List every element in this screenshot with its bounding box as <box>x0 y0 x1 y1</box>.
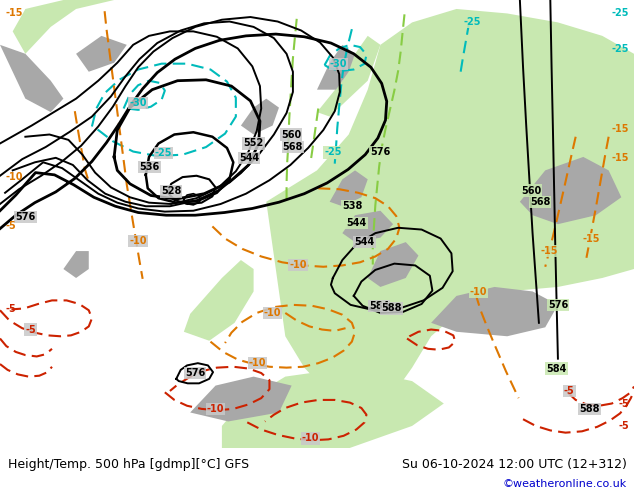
Text: 576: 576 <box>370 147 391 157</box>
Polygon shape <box>317 36 380 117</box>
Text: -15: -15 <box>540 246 558 256</box>
Text: -5: -5 <box>5 221 16 231</box>
Text: -30: -30 <box>129 98 147 108</box>
Text: -5: -5 <box>25 324 36 335</box>
Text: -25: -25 <box>155 148 172 158</box>
Text: 552: 552 <box>243 139 264 148</box>
Text: -15: -15 <box>611 153 629 163</box>
Text: 544: 544 <box>239 153 259 163</box>
Polygon shape <box>431 287 558 336</box>
Polygon shape <box>368 242 418 287</box>
Text: -15: -15 <box>611 124 629 134</box>
Text: -5: -5 <box>618 398 629 409</box>
Text: 568: 568 <box>283 142 303 152</box>
Polygon shape <box>63 251 89 278</box>
Text: -5: -5 <box>5 304 16 315</box>
Text: -10: -10 <box>207 404 224 414</box>
Polygon shape <box>266 9 634 404</box>
Text: -15: -15 <box>5 8 23 19</box>
Text: -10: -10 <box>249 358 266 368</box>
Text: 576: 576 <box>185 368 205 378</box>
Text: -10: -10 <box>129 236 147 246</box>
Polygon shape <box>330 171 368 206</box>
Text: -10: -10 <box>289 260 307 270</box>
Text: -10: -10 <box>470 287 488 297</box>
Text: 584: 584 <box>547 364 567 373</box>
Text: -25: -25 <box>611 44 629 54</box>
Text: 560: 560 <box>521 186 541 196</box>
Text: 538: 538 <box>342 201 363 211</box>
Text: 536: 536 <box>139 162 160 172</box>
Text: -10: -10 <box>264 308 281 318</box>
Text: 576: 576 <box>548 300 568 310</box>
Text: Su 06-10-2024 12:00 UTC (12+312): Su 06-10-2024 12:00 UTC (12+312) <box>401 458 626 471</box>
Text: ©weatheronline.co.uk: ©weatheronline.co.uk <box>502 479 626 489</box>
Polygon shape <box>190 377 292 421</box>
Text: 544: 544 <box>354 237 375 247</box>
Text: 576: 576 <box>15 212 36 222</box>
Text: -25: -25 <box>324 147 342 157</box>
Text: Height/Temp. 500 hPa [gdmp][°C] GFS: Height/Temp. 500 hPa [gdmp][°C] GFS <box>8 458 249 471</box>
Polygon shape <box>342 211 393 242</box>
Text: -30: -30 <box>330 59 347 69</box>
Polygon shape <box>184 260 254 341</box>
Text: -5: -5 <box>618 421 629 431</box>
Text: -25: -25 <box>463 18 481 27</box>
Polygon shape <box>0 45 63 112</box>
Text: -5: -5 <box>564 386 574 396</box>
Polygon shape <box>222 368 444 448</box>
Text: 544: 544 <box>346 218 366 228</box>
Text: -10: -10 <box>302 434 320 443</box>
Polygon shape <box>317 45 355 90</box>
Polygon shape <box>76 36 127 72</box>
Text: 568: 568 <box>530 197 550 207</box>
Polygon shape <box>241 98 279 135</box>
Polygon shape <box>520 157 621 224</box>
Polygon shape <box>13 0 114 54</box>
Text: 588: 588 <box>382 303 402 314</box>
Text: 560: 560 <box>281 129 301 140</box>
Text: -15: -15 <box>582 234 600 245</box>
Text: 528: 528 <box>161 187 181 196</box>
Text: 584: 584 <box>369 301 389 311</box>
Text: 588: 588 <box>579 404 600 414</box>
Text: -25: -25 <box>611 8 629 19</box>
Text: -10: -10 <box>5 172 23 182</box>
